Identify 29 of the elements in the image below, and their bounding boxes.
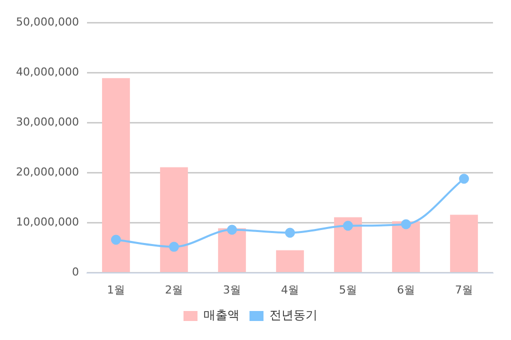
x-tick-label: 6월 — [396, 283, 415, 296]
y-tick-label: 30,000,000 — [16, 116, 79, 129]
bar — [450, 214, 478, 272]
x-tick-label: 7월 — [455, 283, 473, 296]
y-tick-label: 50,000,000 — [16, 15, 79, 28]
y-tick-label: 0 — [72, 266, 79, 279]
y-tick-label: 20,000,000 — [16, 166, 79, 179]
point — [110, 234, 121, 245]
point — [226, 224, 237, 235]
bar — [392, 221, 420, 272]
point — [284, 228, 295, 238]
bar — [160, 167, 188, 272]
x-tick-label: 4월 — [280, 283, 299, 296]
legend-label: 전년동기 — [270, 308, 318, 322]
legend-label: 매출액 — [204, 308, 240, 322]
point — [400, 219, 411, 230]
bar — [334, 217, 362, 272]
point — [459, 174, 469, 184]
bar — [218, 228, 246, 272]
y-tick-label: 40,000,000 — [16, 66, 79, 78]
bar — [276, 250, 304, 272]
x-tick-label: 1월 — [106, 283, 125, 296]
point — [342, 220, 353, 231]
y-tick-label: 10,000,000 — [16, 216, 79, 229]
point — [168, 242, 179, 252]
bar — [102, 78, 130, 272]
x-tick-label: 3월 — [222, 283, 241, 296]
x-tick-label: 2월 — [164, 283, 183, 296]
x-tick-label: 5월 — [338, 283, 357, 296]
